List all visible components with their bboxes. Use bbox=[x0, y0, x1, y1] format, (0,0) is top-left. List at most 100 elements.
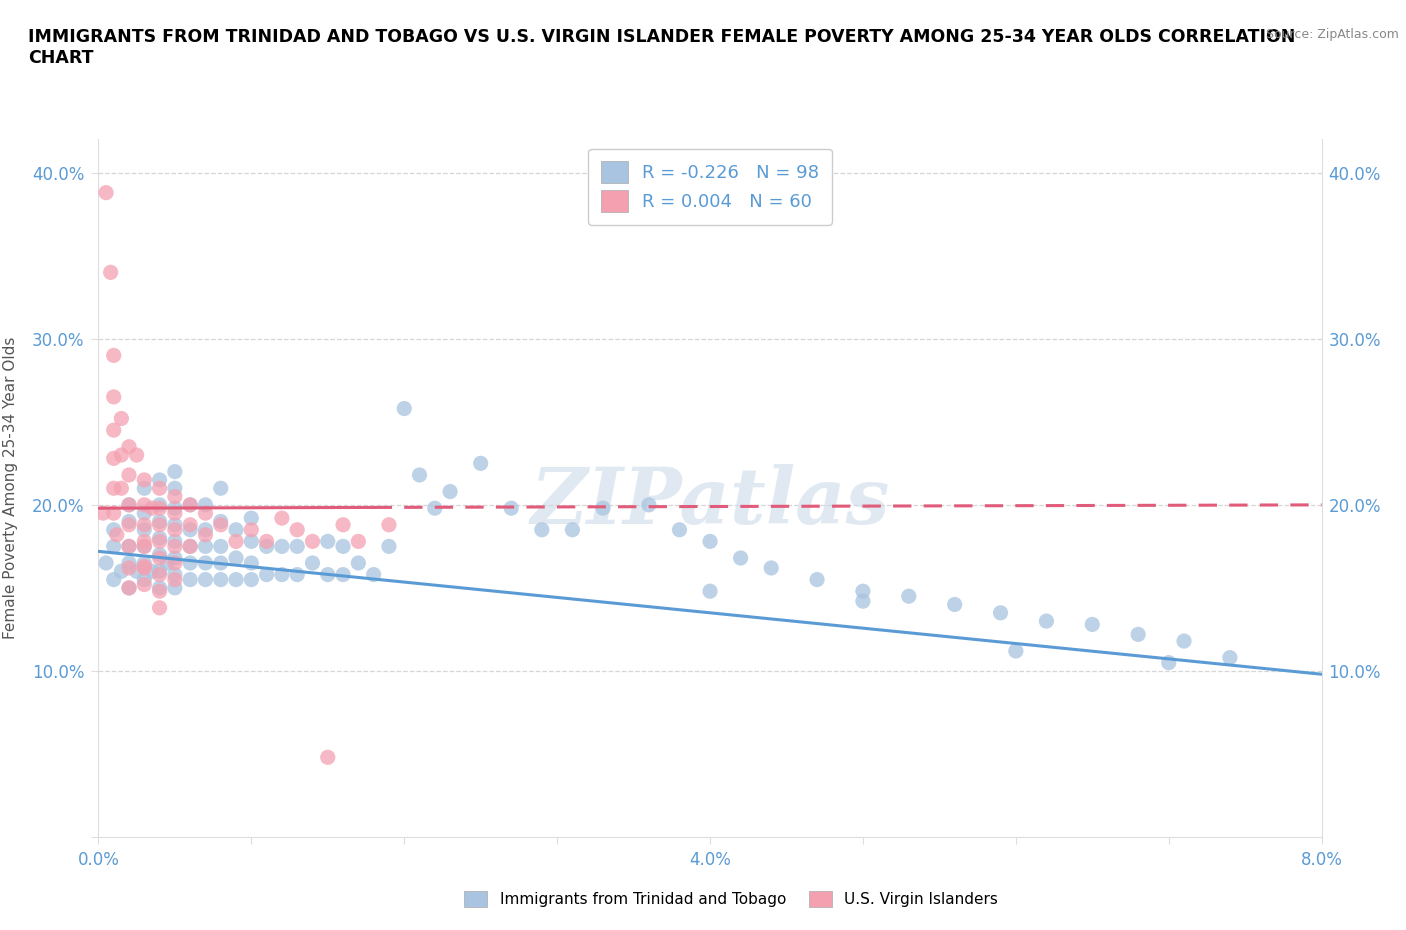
Point bbox=[256, 567, 278, 582]
Point bbox=[149, 498, 172, 512]
Point bbox=[668, 523, 690, 538]
Point bbox=[149, 564, 172, 578]
Point bbox=[209, 539, 232, 554]
Point bbox=[179, 572, 201, 587]
Point bbox=[408, 468, 430, 483]
Point bbox=[118, 539, 141, 554]
Point bbox=[240, 555, 263, 570]
Point bbox=[134, 481, 156, 496]
Point bbox=[163, 555, 186, 570]
Point bbox=[285, 567, 308, 582]
Point bbox=[118, 498, 141, 512]
Point bbox=[592, 500, 614, 515]
Point bbox=[134, 539, 156, 554]
Point bbox=[134, 498, 156, 512]
Point bbox=[103, 523, 125, 538]
Text: Source: ZipAtlas.com: Source: ZipAtlas.com bbox=[1265, 28, 1399, 41]
Point bbox=[134, 472, 156, 487]
Point bbox=[852, 584, 875, 599]
Point bbox=[134, 539, 156, 554]
Point bbox=[163, 481, 186, 496]
Point bbox=[347, 555, 370, 570]
Point bbox=[285, 523, 308, 538]
Point bbox=[225, 551, 247, 565]
Point bbox=[179, 498, 201, 512]
Point bbox=[149, 601, 172, 616]
Point bbox=[149, 534, 172, 549]
Point bbox=[240, 572, 263, 587]
Point bbox=[163, 506, 186, 521]
Point bbox=[240, 523, 263, 538]
Point bbox=[134, 523, 156, 538]
Point bbox=[270, 511, 294, 525]
Point bbox=[134, 559, 156, 574]
Point bbox=[332, 567, 354, 582]
Point bbox=[125, 564, 148, 578]
Point bbox=[179, 517, 201, 532]
Point bbox=[897, 589, 920, 604]
Point bbox=[1004, 644, 1026, 658]
Point bbox=[118, 580, 141, 595]
Point bbox=[179, 498, 201, 512]
Point bbox=[149, 514, 172, 529]
Legend: R = -0.226   N = 98, R = 0.004   N = 60: R = -0.226 N = 98, R = 0.004 N = 60 bbox=[588, 149, 832, 225]
Point bbox=[149, 472, 172, 487]
Point bbox=[316, 534, 339, 549]
Point bbox=[110, 481, 132, 496]
Point bbox=[730, 551, 752, 565]
Point bbox=[134, 506, 156, 521]
Point bbox=[179, 539, 201, 554]
Point bbox=[163, 567, 186, 582]
Point bbox=[301, 555, 323, 570]
Point bbox=[209, 572, 232, 587]
Point bbox=[149, 584, 172, 599]
Point bbox=[118, 439, 141, 454]
Point bbox=[118, 580, 141, 595]
Point bbox=[149, 567, 172, 582]
Point bbox=[103, 506, 125, 521]
Point bbox=[134, 572, 156, 587]
Point bbox=[163, 534, 186, 549]
Point bbox=[209, 481, 232, 496]
Point bbox=[134, 534, 156, 549]
Point bbox=[561, 523, 583, 538]
Legend: Immigrants from Trinidad and Tobago, U.S. Virgin Islanders: Immigrants from Trinidad and Tobago, U.S… bbox=[458, 884, 1004, 913]
Point bbox=[163, 523, 186, 538]
Point bbox=[392, 401, 416, 416]
Point bbox=[347, 534, 370, 549]
Point bbox=[110, 411, 132, 426]
Point bbox=[163, 517, 186, 532]
Point bbox=[194, 506, 217, 521]
Point bbox=[316, 567, 339, 582]
Point bbox=[256, 539, 278, 554]
Point bbox=[423, 500, 446, 515]
Point bbox=[103, 422, 125, 438]
Point bbox=[156, 555, 179, 570]
Text: ZIPatlas: ZIPatlas bbox=[530, 464, 890, 540]
Point bbox=[94, 185, 117, 200]
Point bbox=[118, 561, 141, 576]
Point bbox=[103, 481, 125, 496]
Point bbox=[301, 534, 323, 549]
Point bbox=[118, 498, 141, 512]
Point bbox=[100, 265, 122, 280]
Point bbox=[194, 523, 217, 538]
Point bbox=[501, 500, 523, 515]
Point bbox=[149, 531, 172, 546]
Point bbox=[149, 580, 172, 595]
Text: IMMIGRANTS FROM TRINIDAD AND TOBAGO VS U.S. VIRGIN ISLANDER FEMALE POVERTY AMONG: IMMIGRANTS FROM TRINIDAD AND TOBAGO VS U… bbox=[28, 28, 1295, 67]
Point bbox=[125, 447, 148, 462]
Point bbox=[163, 551, 186, 565]
Point bbox=[105, 527, 128, 542]
Point bbox=[118, 468, 141, 483]
Point bbox=[209, 514, 232, 529]
Point bbox=[163, 464, 186, 479]
Point bbox=[194, 527, 217, 542]
Point bbox=[149, 547, 172, 562]
Point bbox=[332, 517, 354, 532]
Point bbox=[194, 539, 217, 554]
Point bbox=[149, 517, 172, 532]
Point bbox=[103, 572, 125, 587]
Point bbox=[118, 514, 141, 529]
Point bbox=[225, 534, 247, 549]
